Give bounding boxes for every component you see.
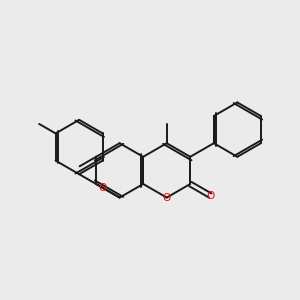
Text: O: O <box>99 183 107 193</box>
Text: O: O <box>163 193 171 202</box>
Text: O: O <box>206 190 214 200</box>
